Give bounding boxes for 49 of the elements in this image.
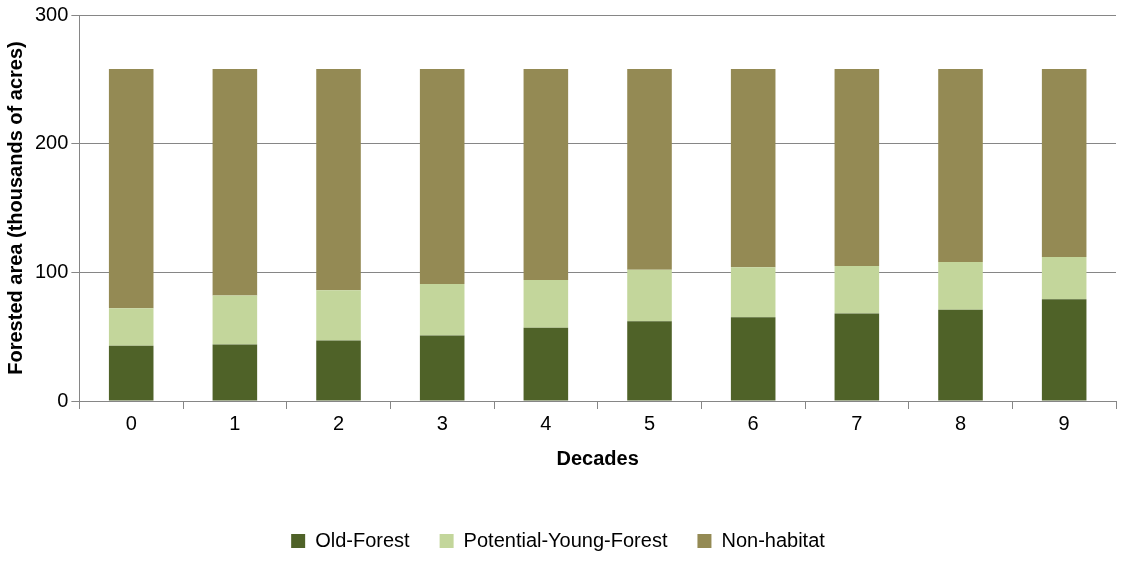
bar (1041, 299, 1087, 401)
legend-label: Potential-Young-Forest (463, 528, 668, 551)
y-tick-label: 100 (34, 259, 69, 282)
bar (627, 269, 672, 322)
bar (1041, 256, 1087, 300)
bar (212, 69, 258, 296)
bar (212, 344, 258, 401)
x-tick-label: 1 (229, 411, 241, 434)
bar (834, 69, 880, 266)
bar (834, 265, 880, 314)
x-tick-label: 2 (332, 411, 345, 434)
x-axis-title: Decades (556, 446, 639, 469)
bar (627, 321, 672, 401)
x-tick-label: 5 (643, 411, 656, 434)
bar (834, 313, 880, 401)
bar (108, 308, 154, 346)
legend-label: Old-Forest (315, 528, 411, 551)
bar (316, 290, 361, 341)
legend-label: Non-habitat (721, 528, 826, 551)
bar (316, 69, 361, 291)
y-axis-title: Forested area (thousands of acres) (3, 41, 26, 375)
bar (730, 317, 776, 401)
x-tick-label: 9 (1058, 411, 1070, 434)
bar (730, 267, 776, 318)
x-tick-label: 0 (125, 411, 137, 434)
bar (523, 327, 569, 401)
bar (627, 69, 672, 270)
bar (523, 280, 569, 328)
bar (938, 309, 983, 401)
y-tick-label: 300 (34, 2, 69, 25)
bar (730, 69, 776, 268)
bar (523, 69, 569, 281)
y-tick-label: 200 (34, 131, 69, 154)
x-tick-label: 8 (954, 411, 967, 434)
x-tick-label: 4 (540, 411, 552, 434)
bar (938, 69, 983, 263)
bar (419, 283, 465, 336)
x-tick-label: 7 (851, 411, 863, 434)
bar (419, 69, 465, 284)
x-tick-label: 3 (436, 411, 448, 434)
bar (316, 340, 361, 401)
x-tick-label: 6 (747, 411, 759, 434)
bar (212, 295, 258, 345)
bar (1041, 69, 1087, 257)
bar (419, 335, 465, 401)
bar (108, 345, 154, 401)
y-tick-label: 0 (57, 388, 69, 411)
bar (938, 262, 983, 310)
bar (108, 69, 154, 309)
